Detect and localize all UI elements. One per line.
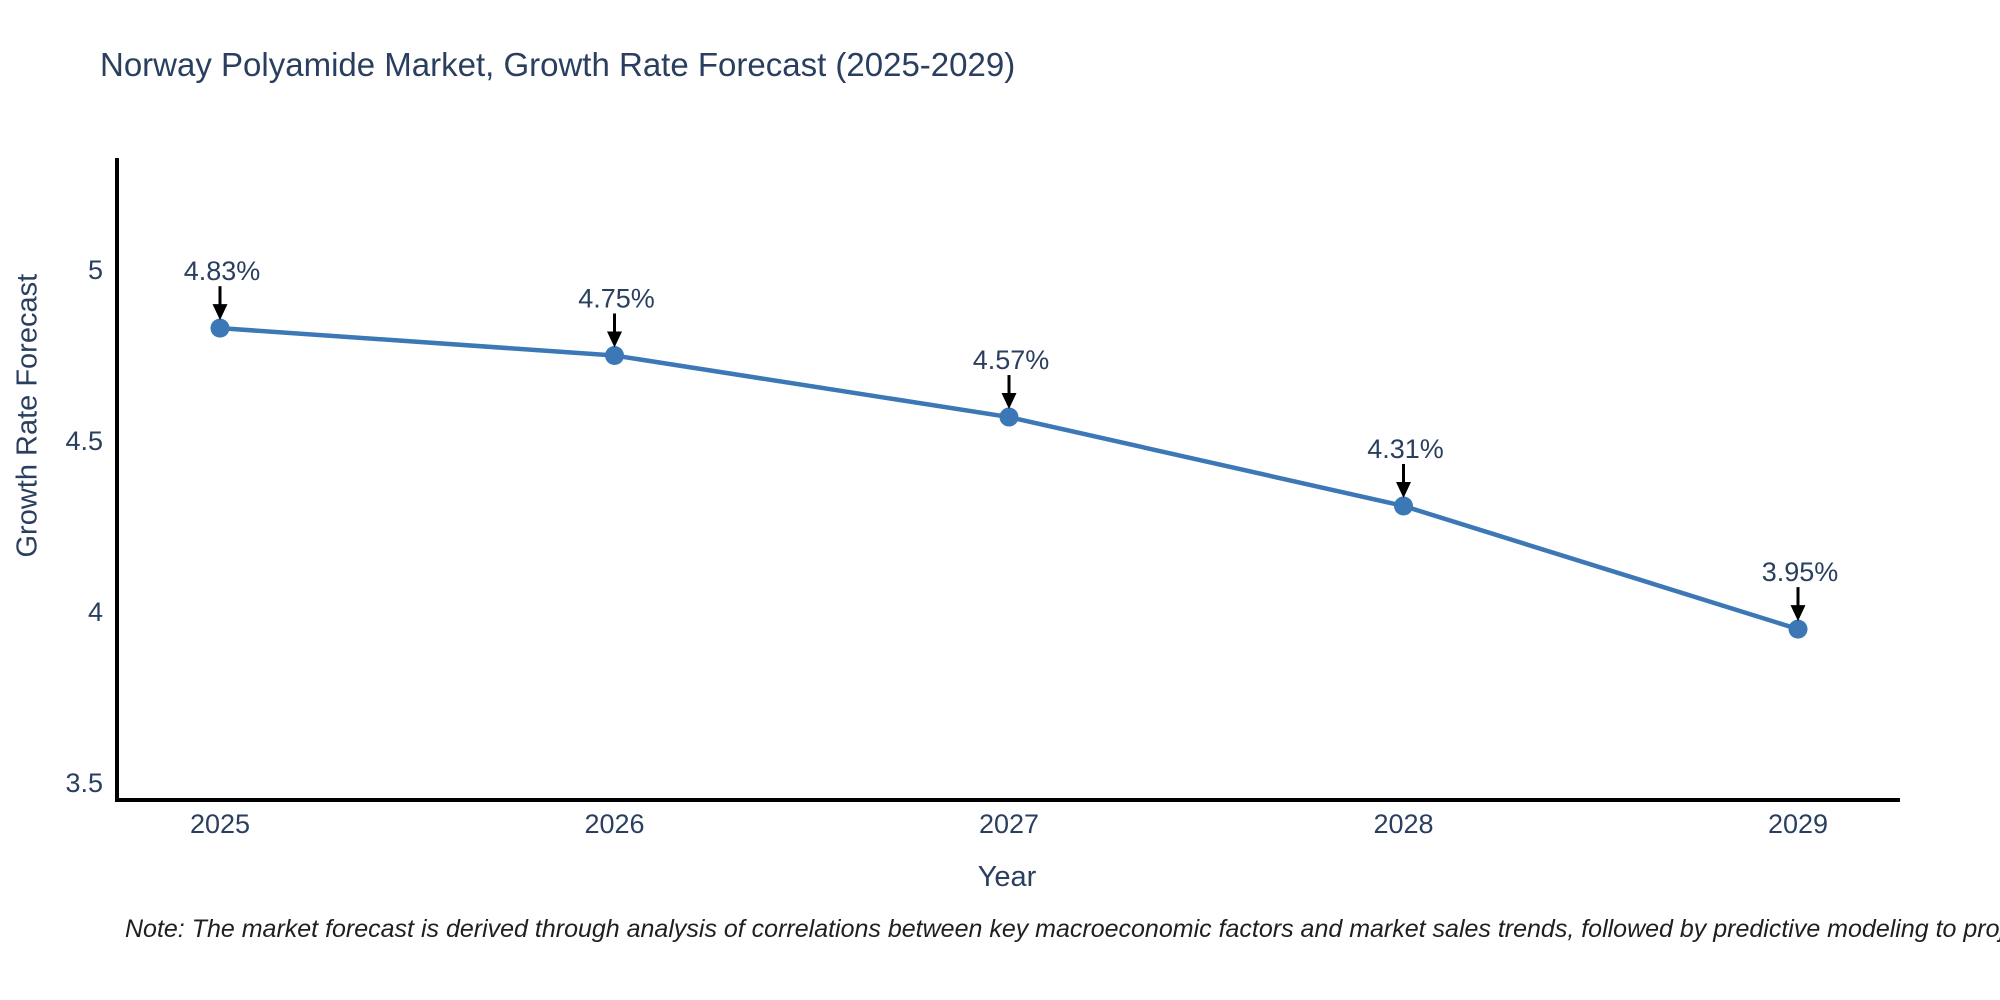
x-axis-title: Year: [977, 861, 1037, 893]
data-point-marker: [1788, 619, 1808, 639]
footnote: Note: The market forecast is derived thr…: [125, 915, 2000, 943]
annotation-arrowhead: [1396, 481, 1411, 498]
data-point-marker: [210, 318, 230, 338]
x-tick-label: 2025: [190, 809, 250, 839]
data-point-marker: [1394, 496, 1413, 516]
y-tick-label: 4.5: [65, 426, 103, 456]
point-value-label: 3.95%: [1762, 557, 1839, 587]
data-point-marker: [999, 407, 1019, 427]
y-tick-label: 3.5: [65, 768, 103, 798]
x-tick-label: 2027: [979, 809, 1039, 839]
x-tick-label: 2028: [1373, 809, 1433, 839]
x-tick-label: 2029: [1768, 809, 1828, 839]
annotation-arrowhead: [607, 331, 622, 348]
data-point-marker: [605, 346, 624, 365]
annotation-arrowhead: [212, 304, 228, 321]
annotation-arrowhead: [1790, 605, 1806, 622]
chart-title: Norway Polyamide Market, Growth Rate For…: [100, 46, 1016, 83]
annotation-arrowhead: [1001, 393, 1017, 410]
point-value-label: 4.83%: [184, 256, 261, 286]
point-value-label: 4.75%: [578, 284, 655, 314]
point-value-label: 4.57%: [973, 345, 1050, 375]
y-tick-label: 4: [88, 597, 103, 627]
x-tick-label: 2026: [584, 809, 644, 839]
point-value-label: 4.31%: [1367, 434, 1444, 464]
y-tick-label: 5: [88, 255, 103, 285]
